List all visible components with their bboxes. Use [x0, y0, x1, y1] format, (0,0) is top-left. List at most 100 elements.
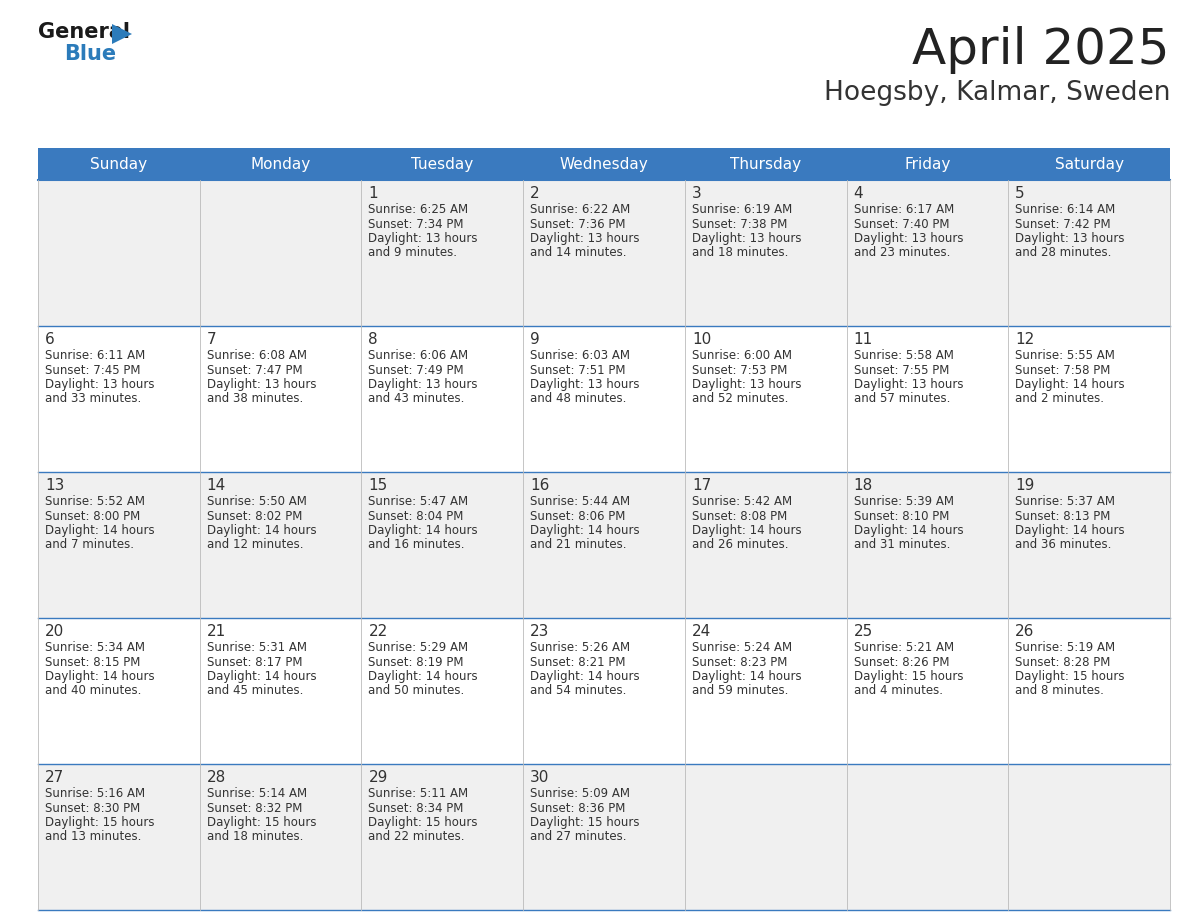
- Text: and 43 minutes.: and 43 minutes.: [368, 393, 465, 406]
- Text: Daylight: 15 hours: Daylight: 15 hours: [368, 816, 478, 829]
- Text: Daylight: 14 hours: Daylight: 14 hours: [853, 524, 963, 537]
- Text: and 21 minutes.: and 21 minutes.: [530, 539, 626, 552]
- Text: Sunrise: 6:08 AM: Sunrise: 6:08 AM: [207, 349, 307, 362]
- Text: 12: 12: [1016, 332, 1035, 347]
- Text: Sunday: Sunday: [90, 156, 147, 172]
- Text: Thursday: Thursday: [731, 156, 801, 172]
- Text: Sunset: 8:32 PM: Sunset: 8:32 PM: [207, 801, 302, 814]
- Bar: [847, 618, 1009, 764]
- Text: Friday: Friday: [904, 156, 950, 172]
- Text: and 28 minutes.: and 28 minutes.: [1016, 247, 1112, 260]
- Bar: [200, 180, 361, 326]
- Bar: [1009, 180, 1170, 326]
- Text: Sunrise: 5:24 AM: Sunrise: 5:24 AM: [691, 641, 792, 654]
- Text: and 59 minutes.: and 59 minutes.: [691, 685, 788, 698]
- Text: Sunset: 7:38 PM: Sunset: 7:38 PM: [691, 218, 788, 230]
- Text: Sunset: 8:34 PM: Sunset: 8:34 PM: [368, 801, 463, 814]
- Bar: [523, 326, 684, 472]
- Bar: [361, 764, 523, 910]
- Text: Sunrise: 6:14 AM: Sunrise: 6:14 AM: [1016, 203, 1116, 216]
- Text: Sunset: 8:23 PM: Sunset: 8:23 PM: [691, 655, 788, 668]
- Text: Daylight: 13 hours: Daylight: 13 hours: [1016, 232, 1125, 245]
- Text: 24: 24: [691, 624, 712, 639]
- Bar: [38, 180, 200, 326]
- Text: Sunset: 8:02 PM: Sunset: 8:02 PM: [207, 509, 302, 522]
- Bar: [361, 180, 523, 326]
- Bar: [1009, 326, 1170, 472]
- Polygon shape: [112, 24, 132, 44]
- Text: 25: 25: [853, 624, 873, 639]
- Text: 15: 15: [368, 478, 387, 493]
- Text: and 38 minutes.: and 38 minutes.: [207, 393, 303, 406]
- Text: Sunrise: 5:29 AM: Sunrise: 5:29 AM: [368, 641, 468, 654]
- Text: and 14 minutes.: and 14 minutes.: [530, 247, 626, 260]
- Text: Saturday: Saturday: [1055, 156, 1124, 172]
- Text: and 54 minutes.: and 54 minutes.: [530, 685, 626, 698]
- Text: Daylight: 14 hours: Daylight: 14 hours: [45, 524, 154, 537]
- Bar: [38, 618, 200, 764]
- Text: 21: 21: [207, 624, 226, 639]
- Bar: [38, 326, 200, 472]
- Text: Daylight: 15 hours: Daylight: 15 hours: [45, 816, 154, 829]
- Text: Daylight: 14 hours: Daylight: 14 hours: [368, 670, 478, 683]
- Text: Daylight: 14 hours: Daylight: 14 hours: [530, 670, 640, 683]
- Text: Sunset: 8:10 PM: Sunset: 8:10 PM: [853, 509, 949, 522]
- Text: April 2025: April 2025: [912, 26, 1170, 74]
- Text: Daylight: 13 hours: Daylight: 13 hours: [207, 378, 316, 391]
- Text: Daylight: 15 hours: Daylight: 15 hours: [207, 816, 316, 829]
- Text: Sunrise: 6:03 AM: Sunrise: 6:03 AM: [530, 349, 630, 362]
- Text: and 4 minutes.: and 4 minutes.: [853, 685, 942, 698]
- Text: Sunrise: 5:09 AM: Sunrise: 5:09 AM: [530, 787, 630, 800]
- Bar: [361, 618, 523, 764]
- Text: 2: 2: [530, 186, 539, 201]
- Text: Sunset: 8:04 PM: Sunset: 8:04 PM: [368, 509, 463, 522]
- Text: 20: 20: [45, 624, 64, 639]
- Bar: [38, 764, 200, 910]
- Text: Daylight: 13 hours: Daylight: 13 hours: [45, 378, 154, 391]
- Text: Daylight: 14 hours: Daylight: 14 hours: [1016, 378, 1125, 391]
- Text: Sunrise: 5:58 AM: Sunrise: 5:58 AM: [853, 349, 954, 362]
- Bar: [523, 764, 684, 910]
- Bar: [200, 326, 361, 472]
- Text: Sunrise: 6:22 AM: Sunrise: 6:22 AM: [530, 203, 631, 216]
- Text: and 48 minutes.: and 48 minutes.: [530, 393, 626, 406]
- Text: 19: 19: [1016, 478, 1035, 493]
- Text: and 12 minutes.: and 12 minutes.: [207, 539, 303, 552]
- Text: Sunrise: 6:19 AM: Sunrise: 6:19 AM: [691, 203, 792, 216]
- Text: Sunset: 8:08 PM: Sunset: 8:08 PM: [691, 509, 788, 522]
- Text: and 16 minutes.: and 16 minutes.: [368, 539, 465, 552]
- Bar: [38, 148, 1170, 180]
- Bar: [1009, 472, 1170, 618]
- Bar: [847, 764, 1009, 910]
- Text: 23: 23: [530, 624, 550, 639]
- Text: 28: 28: [207, 770, 226, 785]
- Text: Daylight: 14 hours: Daylight: 14 hours: [45, 670, 154, 683]
- Text: and 2 minutes.: and 2 minutes.: [1016, 393, 1105, 406]
- Text: Daylight: 13 hours: Daylight: 13 hours: [853, 378, 963, 391]
- Text: and 23 minutes.: and 23 minutes.: [853, 247, 950, 260]
- Bar: [200, 618, 361, 764]
- Text: and 57 minutes.: and 57 minutes.: [853, 393, 950, 406]
- Text: 4: 4: [853, 186, 864, 201]
- Text: Sunrise: 5:42 AM: Sunrise: 5:42 AM: [691, 495, 792, 508]
- Text: Sunset: 8:21 PM: Sunset: 8:21 PM: [530, 655, 626, 668]
- Bar: [847, 180, 1009, 326]
- Text: and 27 minutes.: and 27 minutes.: [530, 831, 626, 844]
- Text: and 52 minutes.: and 52 minutes.: [691, 393, 788, 406]
- Text: Sunset: 8:15 PM: Sunset: 8:15 PM: [45, 655, 140, 668]
- Text: 1: 1: [368, 186, 378, 201]
- Bar: [523, 618, 684, 764]
- Text: 6: 6: [45, 332, 55, 347]
- Text: Sunrise: 5:16 AM: Sunrise: 5:16 AM: [45, 787, 145, 800]
- Text: Daylight: 13 hours: Daylight: 13 hours: [530, 232, 639, 245]
- Text: 30: 30: [530, 770, 550, 785]
- Text: Daylight: 14 hours: Daylight: 14 hours: [530, 524, 640, 537]
- Text: Sunset: 7:36 PM: Sunset: 7:36 PM: [530, 218, 626, 230]
- Text: and 31 minutes.: and 31 minutes.: [853, 539, 950, 552]
- Text: Daylight: 13 hours: Daylight: 13 hours: [853, 232, 963, 245]
- Bar: [361, 326, 523, 472]
- Text: Daylight: 14 hours: Daylight: 14 hours: [207, 670, 316, 683]
- Text: Tuesday: Tuesday: [411, 156, 473, 172]
- Bar: [847, 326, 1009, 472]
- Text: and 13 minutes.: and 13 minutes.: [45, 831, 141, 844]
